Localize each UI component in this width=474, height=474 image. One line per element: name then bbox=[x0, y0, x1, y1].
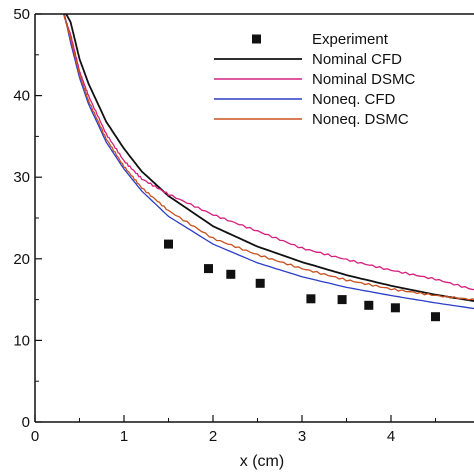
x-tick-label: 4 bbox=[387, 428, 395, 445]
y-tick-label: 50 bbox=[13, 6, 30, 23]
experiment-point bbox=[337, 295, 347, 305]
legend-label-nominal-dsmc: Nominal DSMC bbox=[312, 71, 416, 88]
legend-label-noneq-dsmc: Noneq. DSMC bbox=[312, 111, 409, 128]
series-layer bbox=[62, 14, 474, 310]
legend: Experiment Nominal CFD Nominal DSMC Noneq. … bbox=[214, 31, 416, 128]
legend-label-nominal-cfd: Nominal CFD bbox=[312, 51, 402, 68]
y-tick-label: 0 bbox=[22, 414, 30, 431]
experiment-point bbox=[164, 239, 173, 249]
experiment-point bbox=[431, 312, 440, 322]
series-line-noneq-dsmc bbox=[62, 14, 474, 301]
y-tick-label: 10 bbox=[13, 332, 30, 349]
x-tick-label: 3 bbox=[298, 428, 306, 445]
legend-label-experiment: Experiment bbox=[312, 31, 389, 48]
series-line-nominal-dsmc bbox=[63, 14, 474, 291]
experiment-point bbox=[226, 269, 236, 279]
x-tick-label: 2 bbox=[209, 428, 217, 445]
x-tick-label: 1 bbox=[120, 428, 128, 445]
legend-marker-experiment bbox=[252, 34, 261, 44]
experiment-point bbox=[204, 264, 213, 274]
x-axis-title: x (cm) bbox=[240, 453, 284, 470]
y-tick-label: 30 bbox=[13, 169, 30, 186]
series-line-noneq-cfd bbox=[63, 14, 474, 310]
experiment-point bbox=[306, 294, 316, 304]
y-tick-label: 40 bbox=[13, 88, 30, 105]
y-tick-label: 20 bbox=[13, 251, 30, 268]
experiment-point bbox=[364, 300, 374, 310]
experiment-points bbox=[164, 239, 440, 322]
series-line-nominal-cfd bbox=[65, 14, 474, 302]
experiment-point bbox=[390, 303, 400, 313]
experiment-point bbox=[255, 278, 265, 288]
x-tick-label: 0 bbox=[31, 428, 39, 445]
legend-label-noneq-cfd: Noneq. CFD bbox=[312, 91, 396, 108]
